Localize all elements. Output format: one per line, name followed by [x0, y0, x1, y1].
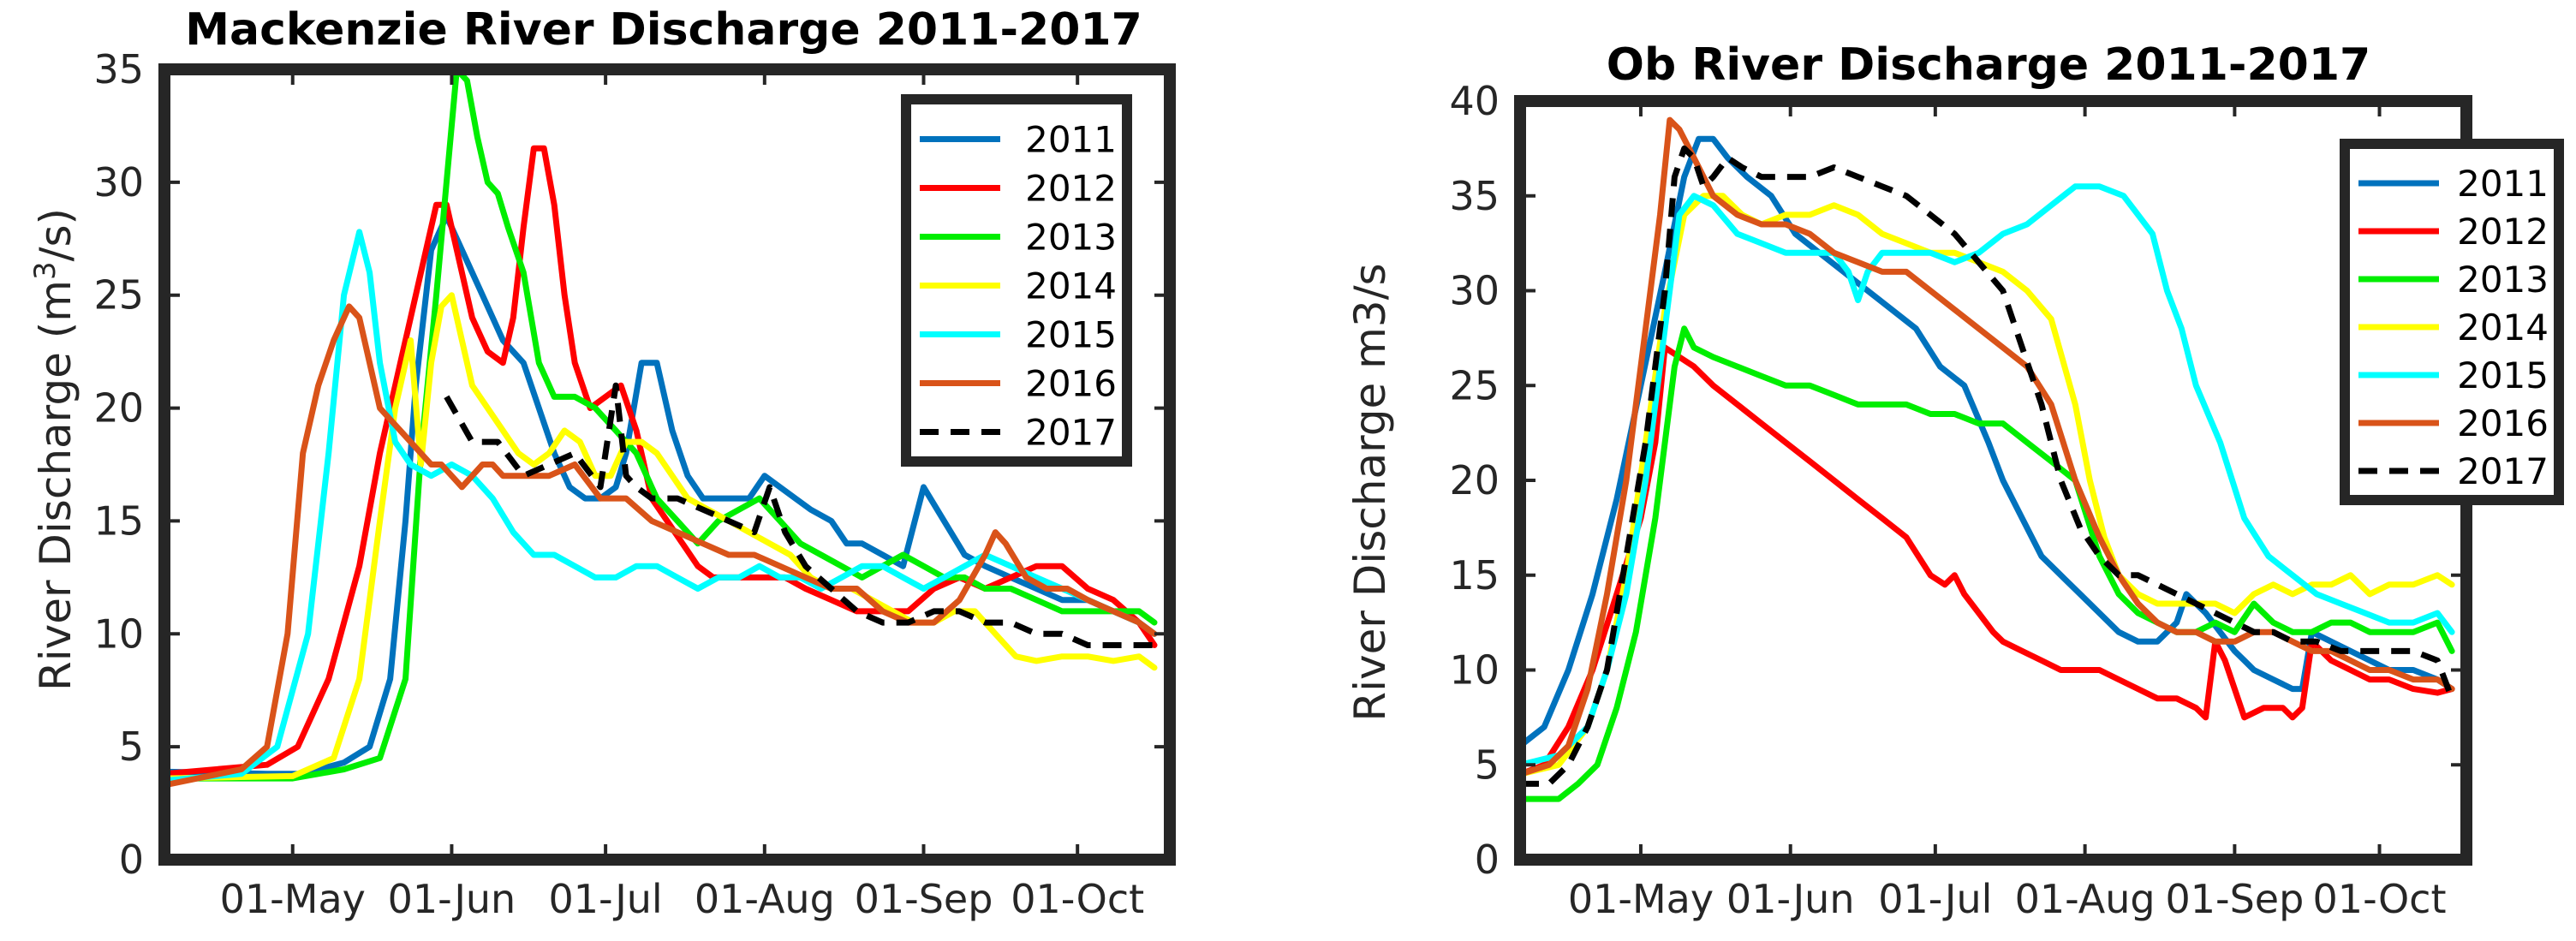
chart-title: Mackenzie River Discharge 2011-2017 — [185, 4, 1142, 56]
series-line-2016 — [164, 303, 1158, 789]
y-tick-label: 20 — [93, 385, 144, 432]
x-tick-label: 01-Aug — [2015, 876, 2156, 922]
y-tick-label: 10 — [93, 610, 144, 657]
plot-area: 0 5 10 15 20 25 30 35 40 01-May 01-Jun 01-Jul 01-Aug… — [1449, 78, 2472, 922]
x-tick-label: 01-Jun — [388, 876, 516, 922]
y-tick-label: 15 — [93, 497, 144, 544]
y-axis-label: River Discharge (m3/s) — [28, 208, 80, 691]
series-line-2014 — [164, 292, 1158, 782]
y-tick-label: 10 — [1449, 647, 1500, 694]
series-line-2013 — [164, 69, 1158, 782]
y-tick-label: 25 — [1449, 362, 1500, 408]
legend-label-2014: 2014 — [2457, 307, 2549, 348]
mackenzie-chart: Mackenzie River Discharge 2011-2017 Rive… — [28, 4, 1176, 922]
y-tick-label: 20 — [1449, 457, 1500, 503]
y-tick-label: 40 — [1449, 78, 1500, 124]
y-axis-label: River Discharge m3/s — [1345, 263, 1395, 721]
legend-label-2015: 2015 — [2457, 354, 2549, 396]
x-tick-label: 01-May — [1568, 876, 1714, 922]
x-tick-label: 01-Oct — [2313, 876, 2447, 922]
x-tick-label: 01-Oct — [1011, 876, 1144, 922]
ob-chart: Ob River Discharge 2011-2017 River Disch… — [1345, 39, 2564, 922]
legend-box — [901, 94, 1132, 467]
x-tick-label: 01-Aug — [695, 876, 835, 922]
y-tick-label: 35 — [93, 46, 144, 92]
legend-label-2012: 2012 — [1025, 168, 1117, 210]
legend-label-2012: 2012 — [2457, 211, 2549, 253]
series-line-2011 — [1520, 135, 2455, 749]
x-tick-label: 01-May — [220, 876, 366, 922]
x-tick-label: 01-Jun — [1726, 876, 1855, 922]
series-line-2016 — [1520, 116, 2455, 777]
series-group — [164, 69, 1158, 789]
y-tick-label: 5 — [1475, 741, 1500, 788]
chart-title: Ob River Discharge 2011-2017 — [1607, 39, 2370, 91]
legend-label-2016: 2016 — [1025, 363, 1117, 405]
y-tick-label: 35 — [1449, 173, 1500, 219]
legend: 2011 2012 2013 2014 2015 2016 2017 — [2340, 139, 2564, 505]
legend-box — [2340, 139, 2564, 505]
series-group — [1520, 116, 2455, 802]
series-line-2012 — [1520, 344, 2455, 777]
legend-label-2015: 2015 — [1025, 314, 1117, 356]
y-tick-label: 30 — [93, 159, 144, 205]
series-line-2015 — [164, 229, 1158, 784]
legend-label-2013: 2013 — [2457, 259, 2549, 301]
x-tick-label: 01-Jul — [1878, 876, 1992, 922]
legend-label-2017: 2017 — [2457, 450, 2549, 492]
x-tick-label: 01-Jul — [549, 876, 663, 922]
legend-label-2014: 2014 — [1025, 265, 1117, 307]
axes-frame — [158, 63, 1176, 866]
y-tick-label: 5 — [119, 724, 144, 770]
x-tick-label: 01-Sep — [855, 876, 993, 922]
legend-label-2011: 2011 — [2457, 163, 2549, 205]
y-tick-label: 25 — [93, 272, 144, 319]
legend-label-2011: 2011 — [1025, 119, 1117, 161]
series-line-2013 — [1520, 325, 2455, 802]
x-tick-label: 01-Sep — [2165, 876, 2304, 922]
series-line-2017 — [1520, 145, 2455, 787]
series-line-2017 — [444, 382, 1154, 648]
y-tick-label: 0 — [119, 837, 144, 883]
series-line-2011 — [164, 212, 1158, 777]
y-tick-label: 0 — [1475, 837, 1500, 883]
y-tick-label: 15 — [1449, 552, 1500, 599]
legend-label-2017: 2017 — [1025, 412, 1117, 454]
series-line-2015 — [1520, 183, 2455, 768]
y-tick-label: 30 — [1449, 268, 1500, 314]
legend: 2011 2012 2013 2014 2015 2016 2017 — [901, 94, 1132, 467]
legend-label-2013: 2013 — [1025, 217, 1117, 259]
legend-label-2016: 2016 — [2457, 402, 2549, 444]
